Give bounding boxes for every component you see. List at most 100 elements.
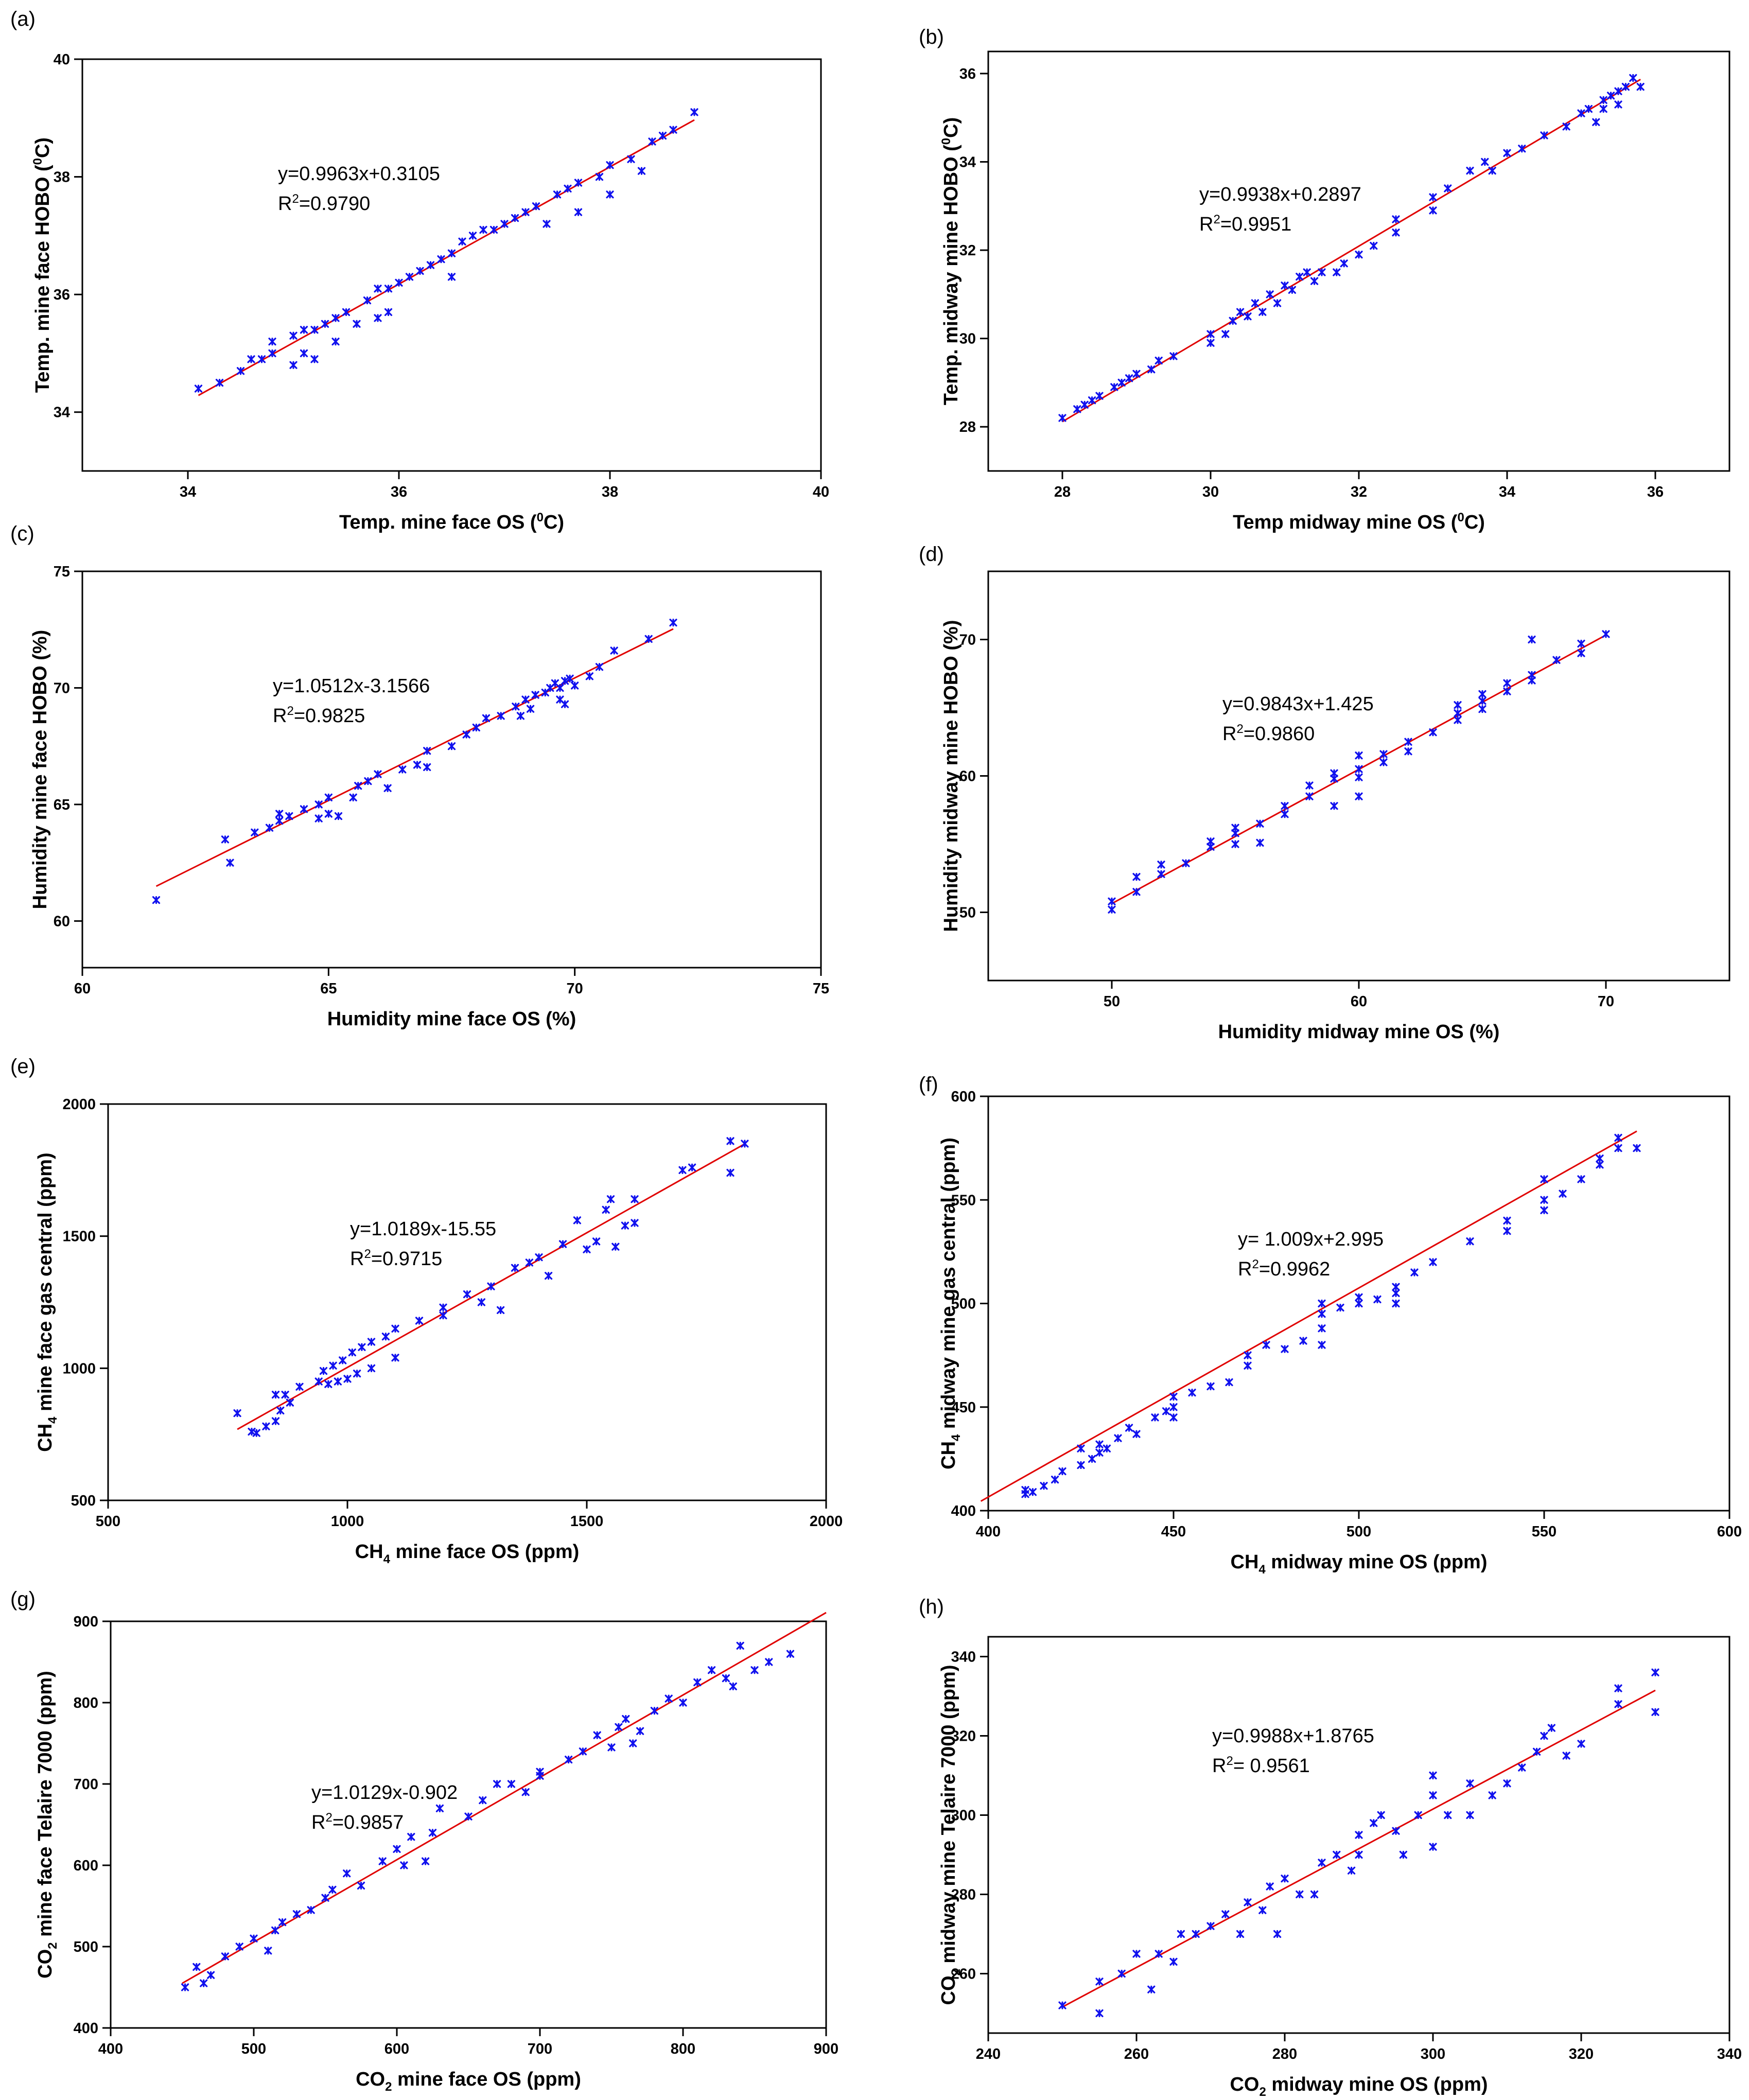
x-tick-label: 2000 [810,1513,843,1530]
y-tick-label: 400 [951,1503,976,1519]
data-point [353,320,361,328]
data-point [1110,383,1118,391]
data-point [289,361,298,369]
regression-equation: y=1.0512x-3.1566 [273,675,430,697]
data-point [353,1370,361,1378]
data-point [1095,1448,1104,1457]
data-point [1305,781,1314,790]
x-tick-label: 400 [98,2041,123,2057]
data-point [334,1377,342,1386]
data-point [1429,1791,1437,1799]
y-tick-label: 28 [959,419,976,435]
data-point [511,1264,519,1272]
y-tick-label: 900 [74,1614,98,1630]
data-point [343,1375,352,1383]
data-point [593,1731,601,1739]
y-tick-label: 1000 [62,1360,96,1377]
y-tick-label: 75 [54,564,70,580]
x-tick-label: 450 [1161,1524,1186,1540]
data-point [400,1861,408,1869]
data-point [1330,802,1338,810]
data-point [319,1367,328,1375]
x-tick-label: 65 [320,981,337,997]
data-point [1244,1898,1252,1906]
data-point [1273,299,1282,307]
data-point [1266,1882,1274,1891]
data-point [1562,122,1570,131]
data-point [348,1348,356,1357]
data-point [585,672,593,680]
data-point [1633,1144,1641,1152]
data-point [574,179,583,187]
data-point [343,1869,351,1878]
data-point [726,1168,734,1177]
x-tick-label: 30 [1202,484,1219,500]
data-point [416,267,424,275]
y-tick-label: 70 [959,632,976,649]
data-point [300,805,308,813]
data-point [1503,1216,1511,1225]
data-point [378,1857,387,1865]
y-tick-label: 40 [54,51,70,68]
x-axis-label: CO2 mine face OS (ppm) [356,2069,581,2094]
data-point [1281,810,1289,818]
data-point [482,714,491,722]
x-axis-label: CH4 midway mine OS (ppm) [1231,1551,1488,1577]
data-point [1244,312,1252,321]
data-point [314,814,323,822]
r-squared: R2=0.9962 [1238,1257,1330,1280]
data-point [621,1221,629,1230]
data-point [285,812,293,820]
data-point [1296,1890,1304,1899]
data-point [525,1258,534,1267]
x-axis-label: Temp. mine face OS (0C) [339,511,564,533]
data-point [233,1409,241,1417]
y-axis-label: CO2 mine face Telaire 7000 (ppm) [34,1671,60,1979]
x-tick-label: 500 [241,2041,266,2057]
data-point [278,1918,287,1927]
x-tick-label: 1500 [570,1513,604,1530]
data-point [286,1398,294,1407]
data-point [1614,87,1622,95]
data-point [610,646,618,655]
data-point [1488,1791,1496,1799]
data-point [1147,365,1156,374]
data-point [1577,1175,1585,1183]
data-point [1596,1154,1604,1163]
data-point [1251,299,1259,307]
data-point [1379,750,1388,758]
r-squared: R2=0.9715 [350,1247,442,1270]
panel-label: (c) [10,522,34,545]
data-point [472,723,480,732]
data-point [310,355,319,363]
data-point [574,208,583,216]
data-point [1095,392,1104,400]
data-point [1021,1486,1029,1494]
data-point [631,1195,639,1203]
data-point [556,684,564,692]
data-point [1073,405,1081,413]
data-point [1132,1430,1141,1438]
data-point [463,1290,471,1299]
data-point [1355,773,1363,781]
y-tick-label: 60 [959,768,976,785]
data-point [1310,277,1319,285]
r-squared: R2=0.9951 [1199,213,1291,235]
data-point [1454,701,1462,709]
data-point [357,1881,365,1890]
data-point [391,1354,399,1362]
data-point [200,1979,208,1987]
data-point [383,784,392,792]
data-point [512,703,520,711]
data-point [1392,1289,1400,1297]
data-point [1169,1413,1178,1422]
x-tick-label: 40 [813,484,829,500]
data-point [583,1245,591,1253]
y-axis-label: Temp. mine face HOBO (0C) [31,137,54,393]
data-point [221,1952,229,1961]
data-point [152,896,161,904]
data-point [268,337,276,346]
data-point [1333,268,1341,276]
data-point [1058,2001,1066,2009]
data-point [1028,1488,1037,1496]
